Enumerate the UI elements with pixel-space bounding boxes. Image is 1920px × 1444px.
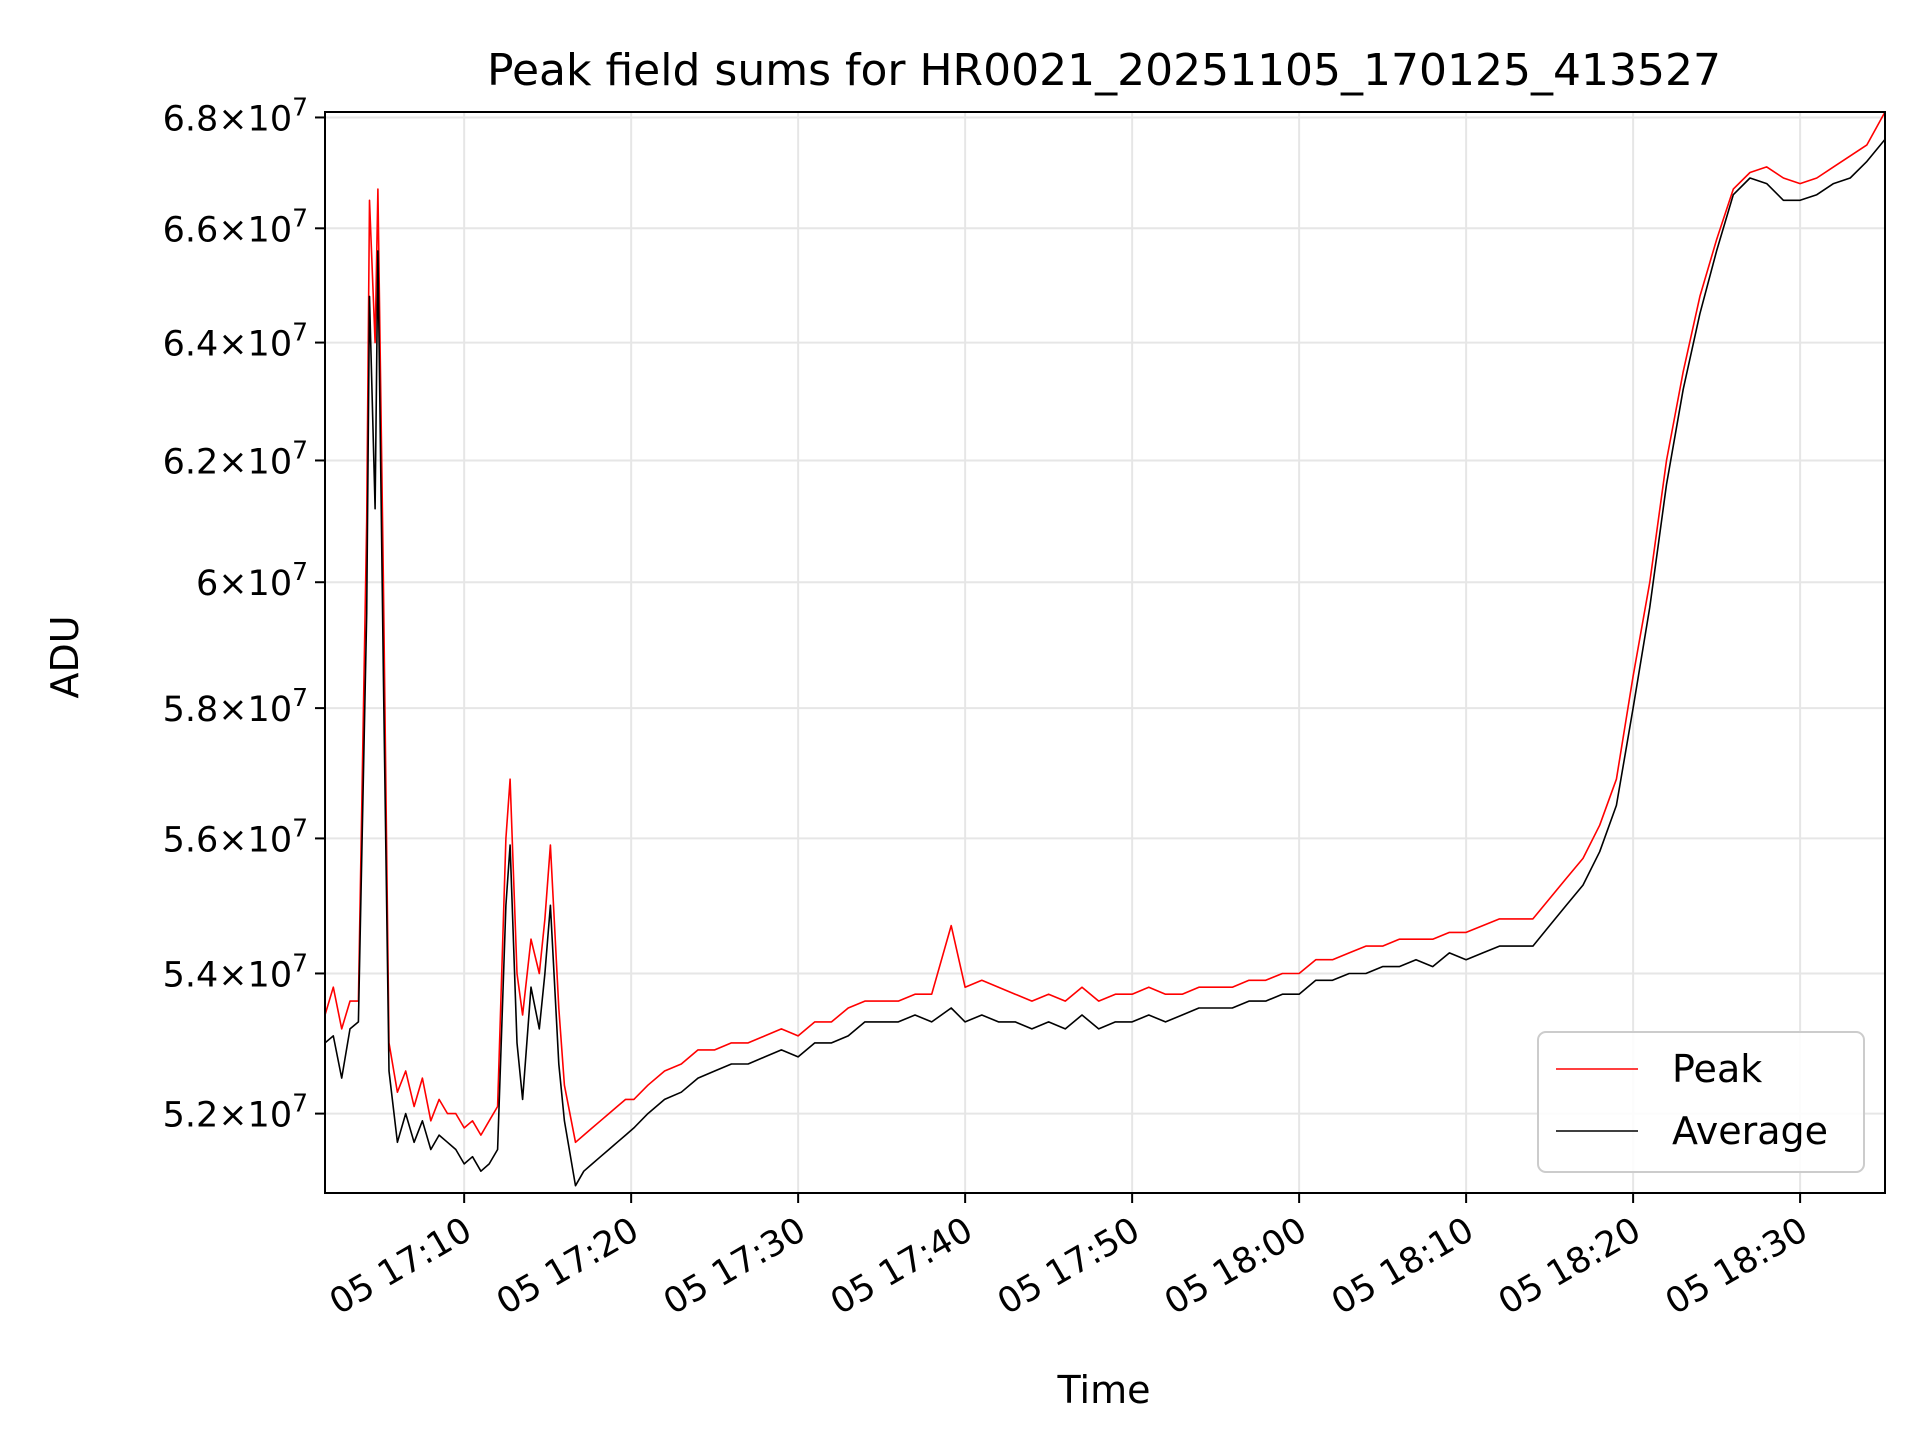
legend-label-peak: Peak [1672, 1047, 1762, 1091]
series-line-average [325, 138, 1885, 1187]
y-axis-ticks: 5.2×107 5.4×107 5.6×107 5.8×107 6×107 6.2×107… [163, 92, 325, 1136]
y-axis-label: ADU [43, 615, 87, 698]
chart-title: Peak field sums for HR0021_20251105_1701… [487, 45, 1721, 96]
legend-label-average: Average [1672, 1109, 1828, 1153]
y-tick-label: 6×107 [196, 557, 308, 604]
legend-box [1537, 1031, 1865, 1173]
x-axis-label: Time [1057, 1368, 1151, 1412]
y-tick-label: 6.8×107 [163, 92, 308, 139]
y-tick-label: 5.8×107 [163, 683, 308, 730]
series-line-peak [325, 112, 1885, 1144]
plot-frame [324, 111, 1886, 1194]
y-tick-label: 6.2×107 [163, 435, 308, 482]
series-layer [325, 112, 1885, 1187]
y-tick-label: 5.6×107 [163, 813, 308, 860]
legend: Peak Average [1537, 1031, 1865, 1173]
y-tick-label: 5.2×107 [163, 1089, 308, 1136]
y-tick-label: 5.4×107 [163, 948, 308, 995]
y-tick-label: 6.4×107 [163, 318, 308, 365]
y-tick-label: 6.6×107 [163, 203, 308, 250]
